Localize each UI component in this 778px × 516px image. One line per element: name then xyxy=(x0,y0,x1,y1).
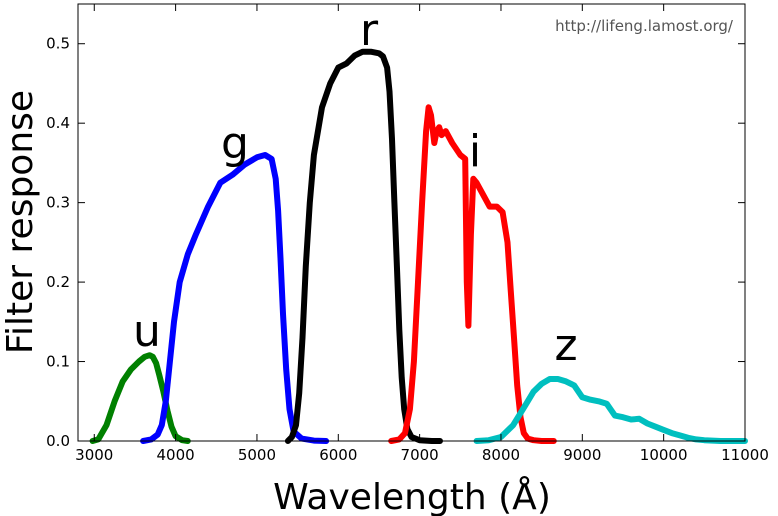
y-tick-label: 0.2 xyxy=(46,273,70,291)
series-label-z: z xyxy=(554,320,577,371)
axis-layer: 3000 4000 5000 6000 7000 8000 9000 10000 11000 0.… xyxy=(46,3,769,464)
y-tick-label: 0.5 xyxy=(46,35,70,53)
x-tick-label: 11000 xyxy=(721,446,769,464)
series-line-z xyxy=(473,376,748,444)
x-axis-title: Wavelength (Å) xyxy=(273,475,551,516)
watermark-text: http://lifeng.lamost.org/ xyxy=(555,17,734,35)
series-label-g: g xyxy=(221,118,249,169)
y-tick-label: 0.4 xyxy=(46,114,70,132)
series-line-r xyxy=(284,48,443,444)
series-label-u: u xyxy=(133,306,161,357)
series-layer xyxy=(89,48,748,444)
label-layer: u g r i z xyxy=(133,5,578,371)
x-tick-label: 6000 xyxy=(319,446,357,464)
series-line-g xyxy=(140,152,330,444)
series-line-u xyxy=(89,352,191,444)
y-axis-title: Filter response xyxy=(0,90,41,354)
x-tick-label: 4000 xyxy=(157,446,195,464)
y-tick-label: 0.0 xyxy=(46,432,70,450)
series-label-i: i xyxy=(469,126,481,177)
x-tick-label: 7000 xyxy=(401,446,439,464)
y-tick-label: 0.1 xyxy=(46,353,70,371)
y-tick-label: 0.3 xyxy=(46,194,70,212)
x-tick-label: 9000 xyxy=(563,446,601,464)
x-tick-label: 10000 xyxy=(640,446,688,464)
x-tick-label: 8000 xyxy=(482,446,520,464)
plot-frame xyxy=(77,3,746,442)
series-line-i xyxy=(388,104,557,444)
x-tick-label: 3000 xyxy=(75,446,113,464)
series-label-r: r xyxy=(360,5,379,56)
x-tick-label: 5000 xyxy=(238,446,276,464)
